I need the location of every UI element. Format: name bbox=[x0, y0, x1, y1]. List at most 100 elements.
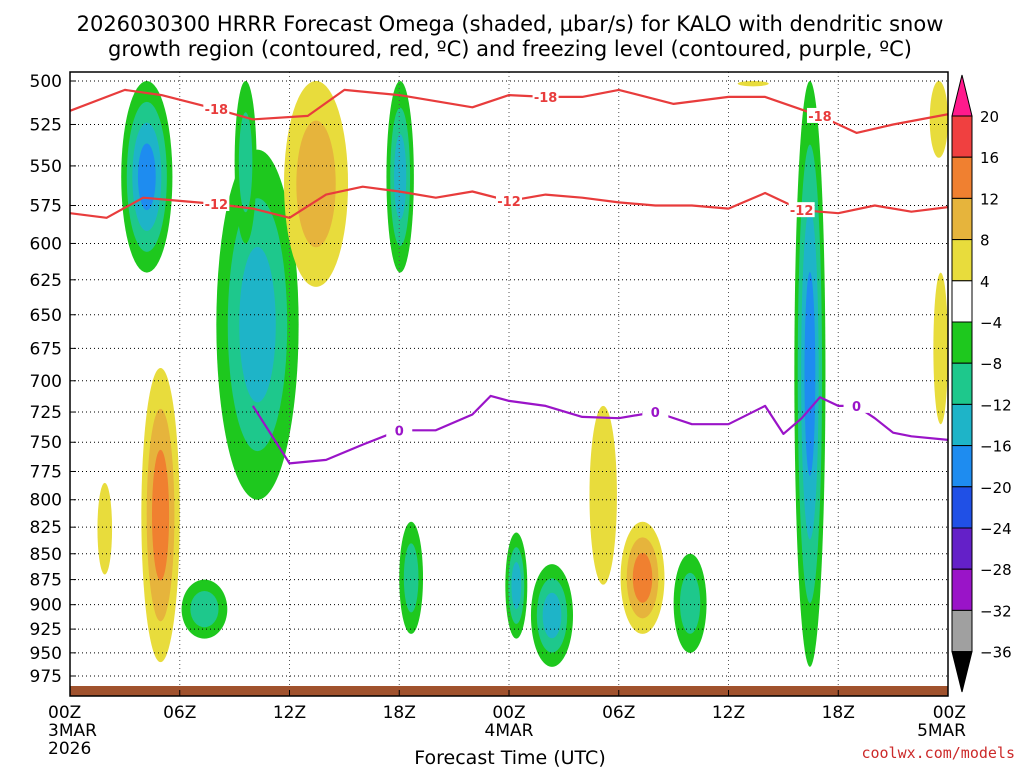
y-tick-label-825: 825 bbox=[30, 518, 62, 538]
omega-cell-6-0 bbox=[97, 482, 113, 575]
x-tick-sublabel-h48: 5MAR bbox=[917, 721, 966, 741]
contour-label-bg-0-2 bbox=[843, 397, 870, 413]
y-tick-label-950: 950 bbox=[30, 644, 62, 664]
y-tick-label-675: 675 bbox=[30, 339, 62, 359]
colorbar-label-9: −20 bbox=[980, 479, 1012, 497]
x-tick-label-h6: 06Z bbox=[163, 703, 196, 723]
credit-text: coolwx.com/models bbox=[861, 744, 1015, 762]
colorbar-swatch-4 bbox=[951, 239, 973, 282]
y-tick-label-725: 725 bbox=[30, 403, 62, 423]
contour-label--12-0: -12 bbox=[205, 198, 229, 213]
omega-cell-11-2 bbox=[542, 592, 562, 639]
colorbar-label-11: −28 bbox=[980, 561, 1012, 579]
colorbar-swatch-3 bbox=[951, 197, 973, 241]
contour-label-bg--18-2 bbox=[806, 107, 833, 123]
omega-cell-3-2 bbox=[394, 134, 407, 220]
colorbar-swatch-1 bbox=[951, 115, 973, 158]
x-tick-sublabel-h0: 3MAR bbox=[48, 721, 97, 741]
y-tick-label-750: 750 bbox=[30, 433, 62, 453]
colorbar-swatch-12 bbox=[951, 568, 973, 611]
colorbar-label-12: −32 bbox=[980, 602, 1012, 620]
x-tick-label-h48: 00Z bbox=[933, 703, 966, 723]
colorbar-swatch-5 bbox=[951, 280, 973, 323]
colorbar-label-5: −4 bbox=[980, 314, 1002, 332]
omega-cell-5-2 bbox=[152, 449, 170, 581]
colorbar: 20 16 12 8 4 −4 −8 −12 −16 −20 −24 −28 −32 −36 bbox=[951, 74, 1012, 693]
colorbar-top-arrow bbox=[951, 74, 973, 117]
colorbar-label-10: −24 bbox=[980, 520, 1012, 538]
y-tick-label-800: 800 bbox=[30, 491, 62, 511]
x-tick-label-h36: 12Z bbox=[712, 703, 745, 723]
chart-title-line2: growth region (contoured, red, ºC) and f… bbox=[108, 37, 912, 61]
x-tick-label-h12: 12Z bbox=[273, 703, 306, 723]
colorbar-label-1: 16 bbox=[980, 149, 999, 167]
contour-label--12-2: -12 bbox=[790, 204, 814, 219]
colorbar-label-7: −12 bbox=[980, 396, 1012, 414]
omega-cell-0-3 bbox=[137, 143, 156, 211]
omega-cell-15-0 bbox=[737, 81, 769, 87]
contour-label-bg--12-1 bbox=[496, 192, 522, 208]
contour-label-bg--18-1 bbox=[532, 88, 559, 104]
x-tick-year-h0: 2026 bbox=[48, 739, 91, 759]
colorbar-swatch-13 bbox=[951, 609, 973, 653]
omega-cell-4-1 bbox=[296, 120, 336, 248]
colorbar-label-6: −8 bbox=[980, 355, 1002, 373]
omega-cell-2-1 bbox=[238, 112, 253, 213]
contour-label-0-0: 0 bbox=[395, 424, 404, 439]
colorbar-label-13: −36 bbox=[980, 644, 1012, 662]
colorbar-swatch-9 bbox=[951, 445, 973, 488]
y-tick-label-900: 900 bbox=[30, 596, 62, 616]
x-axis-label: Forecast Time (UTC) bbox=[414, 747, 605, 768]
contour-label--18-1: -18 bbox=[534, 91, 558, 106]
y-tick-label-600: 600 bbox=[30, 234, 62, 254]
colorbar-swatch-2 bbox=[951, 156, 973, 199]
y-tick-label-700: 700 bbox=[30, 372, 62, 392]
contour-label-bg--12-2 bbox=[788, 202, 815, 218]
y-tick-label-850: 850 bbox=[30, 545, 62, 565]
colorbar-label-4: 4 bbox=[980, 273, 990, 291]
y-tick-label-550: 550 bbox=[30, 157, 62, 177]
contour-label-bg-0-1 bbox=[642, 404, 669, 420]
colorbar-label-0: 20 bbox=[980, 108, 999, 126]
x-tick-label-h18: 18Z bbox=[383, 703, 416, 723]
y-tick-label-625: 625 bbox=[30, 271, 62, 291]
grid bbox=[70, 72, 948, 696]
colorbar-bottom-arrow bbox=[951, 651, 973, 693]
y-tick-label-500: 500 bbox=[30, 72, 62, 92]
contour-label--18-0: -18 bbox=[205, 103, 229, 118]
omega-cell-14-3 bbox=[804, 272, 816, 476]
contour-label-bg--18-0 bbox=[203, 101, 230, 117]
plot-area: -18 -18 -18 -12 -12 -12 0 0 0 500 525 550 575 600 625 6… bbox=[30, 71, 966, 759]
contour-label-0-2: 0 bbox=[852, 400, 861, 415]
omega-shading bbox=[97, 80, 948, 667]
contour-label--12-1: -12 bbox=[497, 195, 521, 210]
chart-title-line1: 2026030300 HRRR Forecast Omega (shaded, … bbox=[77, 12, 944, 36]
omega-cell-8-1 bbox=[403, 543, 419, 613]
x-tick-label-h30: 06Z bbox=[602, 703, 635, 723]
contour-label-bg-0-0 bbox=[386, 422, 413, 438]
colorbar-swatch-6 bbox=[951, 321, 973, 364]
y-tick-label-975: 975 bbox=[30, 667, 62, 687]
colorbar-label-8: −16 bbox=[980, 438, 1012, 456]
contours: -18 -18 -18 -12 -12 -12 0 0 0 bbox=[70, 88, 948, 465]
x-tick-label-h24: 00Z bbox=[492, 703, 525, 723]
x-tick-label-h0: 00Z bbox=[48, 703, 81, 723]
contour-label-bg--12-0 bbox=[203, 195, 230, 211]
y-tick-label-925: 925 bbox=[30, 620, 62, 640]
omega-cell-16-0 bbox=[929, 81, 948, 158]
colorbar-swatch-10 bbox=[951, 486, 973, 529]
colorbar-label-2: 12 bbox=[980, 190, 999, 208]
y-tick-label-575: 575 bbox=[30, 197, 62, 217]
omega-cell-7-1 bbox=[190, 590, 219, 628]
omega-cell-1-2 bbox=[239, 246, 276, 403]
colorbar-swatch-11 bbox=[951, 527, 973, 570]
y-tick-label-525: 525 bbox=[30, 115, 62, 135]
colorbar-swatch-8 bbox=[951, 403, 973, 447]
omega-cell-17-0 bbox=[933, 272, 948, 425]
omega-cell-10-0 bbox=[589, 405, 617, 585]
omega-cell-9-2 bbox=[632, 552, 653, 603]
x-tick-sublabel-h24: 4MAR bbox=[485, 721, 534, 741]
y-axis: 500 525 550 575 600 625 650 675 700 725 750 775 800 8… bbox=[30, 72, 76, 687]
